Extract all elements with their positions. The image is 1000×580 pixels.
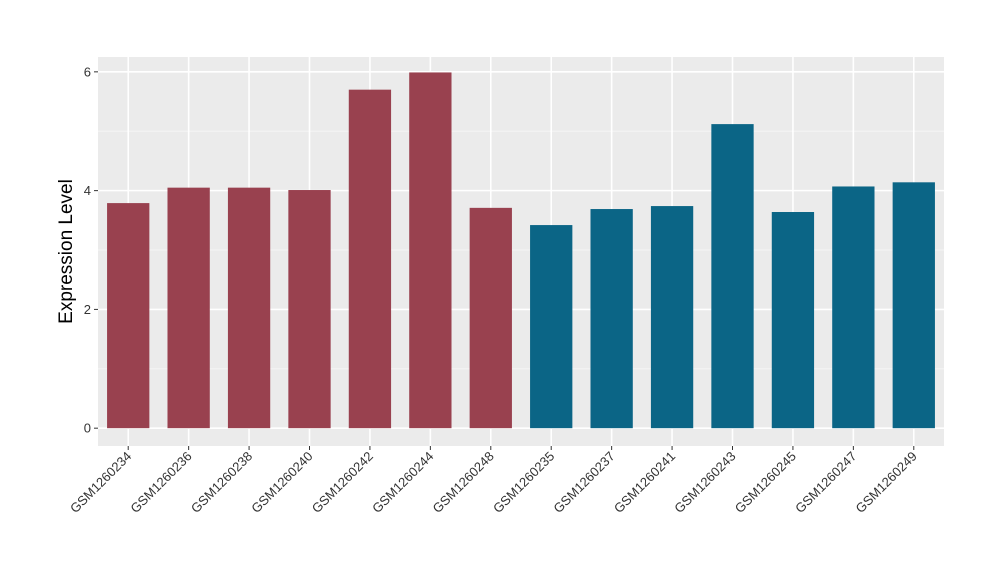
bar [832,186,875,429]
bar [469,207,512,429]
x-tick-label: GSM1260236 [127,449,194,516]
y-axis-title: Expression Level [56,179,77,324]
bar [590,209,633,429]
x-tick-label: GSM1260238 [188,449,255,516]
x-axis: GSM1260234GSM1260236GSM1260238GSM1260240… [67,446,920,516]
x-tick-label: GSM1260242 [309,449,376,516]
x-tick-label: GSM1260244 [369,449,436,516]
bar [711,124,754,429]
x-tick-label: GSM1260240 [248,449,315,516]
bar [892,182,935,429]
bar [530,225,573,429]
x-tick-label: GSM1260243 [671,449,738,516]
y-tick-label: 6 [84,64,91,79]
x-tick-label: GSM1260249 [853,449,920,516]
x-tick-label: GSM1260247 [792,449,859,516]
bar [650,206,694,429]
plot-panel [98,57,944,446]
bar [409,72,452,429]
x-tick-label: GSM1260234 [67,449,134,516]
y-tick-label: 0 [84,421,91,436]
bar [288,190,331,429]
y-tick-label: 4 [84,183,91,198]
bar [107,203,150,429]
bars [107,72,935,429]
y-tick-label: 2 [84,302,91,317]
bar [771,212,815,429]
bar [227,187,271,429]
x-tick-label: GSM1260245 [732,449,799,516]
y-axis: 0 2 4 6 [84,64,98,436]
x-tick-label: GSM1260237 [550,449,617,516]
bar [167,187,210,429]
bar [348,89,392,429]
x-tick-label: GSM1260241 [611,449,678,516]
x-tick-label: GSM1260235 [490,449,557,516]
x-tick-label: GSM1260248 [430,449,497,516]
